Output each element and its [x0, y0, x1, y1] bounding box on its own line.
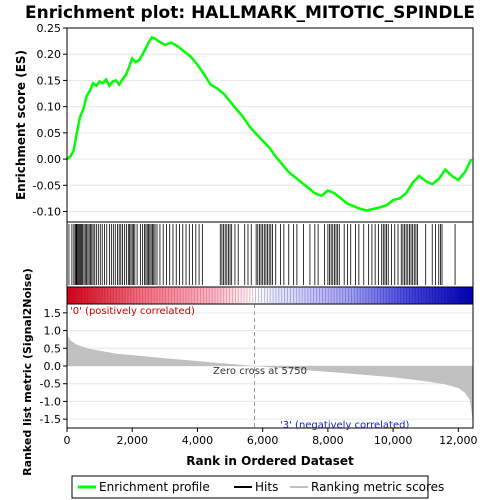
rank-y-label: Ranked list metric (Signal2Noise) [21, 268, 34, 476]
es-tick-label: 0.10 [37, 101, 62, 114]
rank-x-tick-label: 10,000 [374, 434, 413, 447]
legend-label-hits: Hits [255, 480, 278, 494]
gradient-fill [67, 287, 473, 304]
rank-y-tick-label: -1.5 [40, 413, 61, 426]
rank-x-tick-label: 4,000 [182, 434, 214, 447]
legend-label-ranking: Ranking metric scores [311, 480, 444, 494]
es-tick-label: -0.05 [33, 179, 61, 192]
rank-x-tick-label: 12,000 [439, 434, 478, 447]
rank-x-tick-label: 2,000 [116, 434, 148, 447]
rank-y-tick-label: -0.5 [40, 378, 61, 391]
positive-correlation-label: '0' (positively correlated) [70, 306, 195, 317]
chart-title: Enrichment plot: HALLMARK_MITOTIC_SPINDL… [25, 3, 475, 23]
rank-y-ticks: 1.5 1.0 0.5 0.0 -0.5 -1.0 -1.5 [40, 307, 67, 426]
rank-y-tick-label: 0.5 [44, 342, 62, 355]
ranking-metric-area [67, 327, 473, 425]
es-tick-label: 0.20 [37, 48, 62, 61]
legend: Enrichment profile Hits Ranking metric s… [71, 475, 444, 499]
rank-panel: 1.5 1.0 0.5 0.0 -0.5 -1.0 -1.5 0 2,000 4,000 6,00… [21, 268, 478, 476]
rank-x-tick-label: 0 [64, 434, 71, 447]
rank-x-ticks: 0 2,000 4,000 6,000 8,000 10,000 12,000 [64, 428, 478, 447]
es-y-ticks: 0.25 0.20 0.15 0.10 0.05 0.00 -0.05 -0.10 [33, 22, 67, 219]
rank-x-tick-label: 8,000 [312, 434, 344, 447]
es-tick-label: 0.15 [37, 74, 62, 87]
es-tick-label: 0.05 [37, 127, 62, 140]
rank-y-tick-label: 0.0 [44, 360, 62, 373]
rank-frame [66, 303, 474, 429]
rank-y-tick-label: -1.0 [40, 395, 61, 408]
rank-x-label: Rank in Ordered Dataset [186, 454, 354, 468]
gradient-stripes [66, 288, 471, 303]
rank-color-bar [66, 286, 474, 305]
es-frame [66, 27, 474, 223]
es-tick-label: -0.10 [33, 206, 61, 219]
legend-label-enrichment: Enrichment profile [99, 480, 210, 494]
es-panel: 0.25 0.20 0.15 0.10 0.05 0.00 -0.05 -0.10 Enric… [14, 22, 474, 223]
hit-lines [68, 224, 456, 285]
enrichment-profile-line [66, 35, 473, 212]
es-gridlines [67, 27, 473, 213]
es-tick-label: 0.00 [37, 153, 62, 166]
rank-y-tick-label: 1.0 [44, 325, 62, 338]
es-tick-label: 0.25 [37, 22, 62, 35]
hits-frame [66, 221, 474, 288]
rank-x-tick-label: 6,000 [247, 434, 279, 447]
es-y-label: Enrichment score (ES) [14, 50, 28, 200]
hits-panel [66, 221, 474, 288]
rank-y-tick-label: 1.5 [44, 307, 62, 320]
zero-cross-label: Zero cross at 5750 [213, 366, 307, 377]
negative-correlation-label: '3' (negatively correlated) [280, 420, 409, 431]
